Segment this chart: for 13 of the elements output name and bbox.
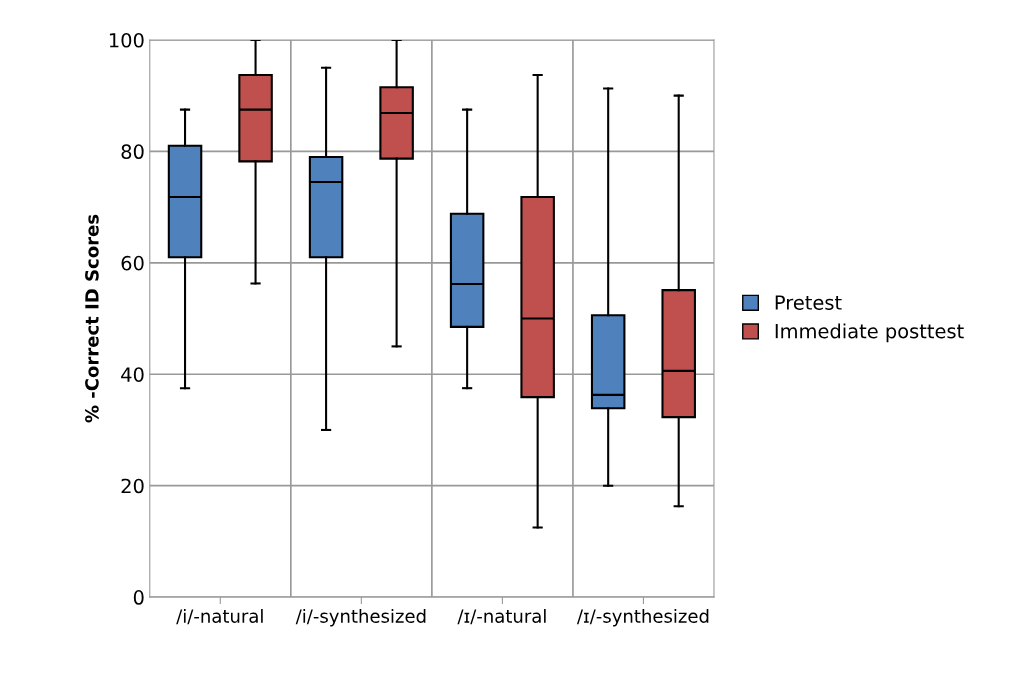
- x-tick-label: /ɪ/-natural: [457, 608, 546, 625]
- y-tick-label: 100: [109, 32, 144, 48]
- y-tick-label: 0: [133, 590, 144, 605]
- y-tick-label: 80: [121, 144, 144, 160]
- x-tick-label: /i/-synthesized: [295, 608, 426, 627]
- y-tick-label: 60: [121, 255, 144, 271]
- x-tick-label: /ɪ/-synthesized: [576, 608, 709, 627]
- legend-label: Pretest: [775, 295, 842, 310]
- legend-label: Immediate posttest: [775, 323, 964, 343]
- y-tick-label: 20: [121, 478, 144, 494]
- y-axis-title: % -Correct ID Scores: [85, 214, 99, 423]
- x-tick-label: /i/-natural: [176, 608, 263, 625]
- y-tick-label: 40: [121, 367, 144, 382]
